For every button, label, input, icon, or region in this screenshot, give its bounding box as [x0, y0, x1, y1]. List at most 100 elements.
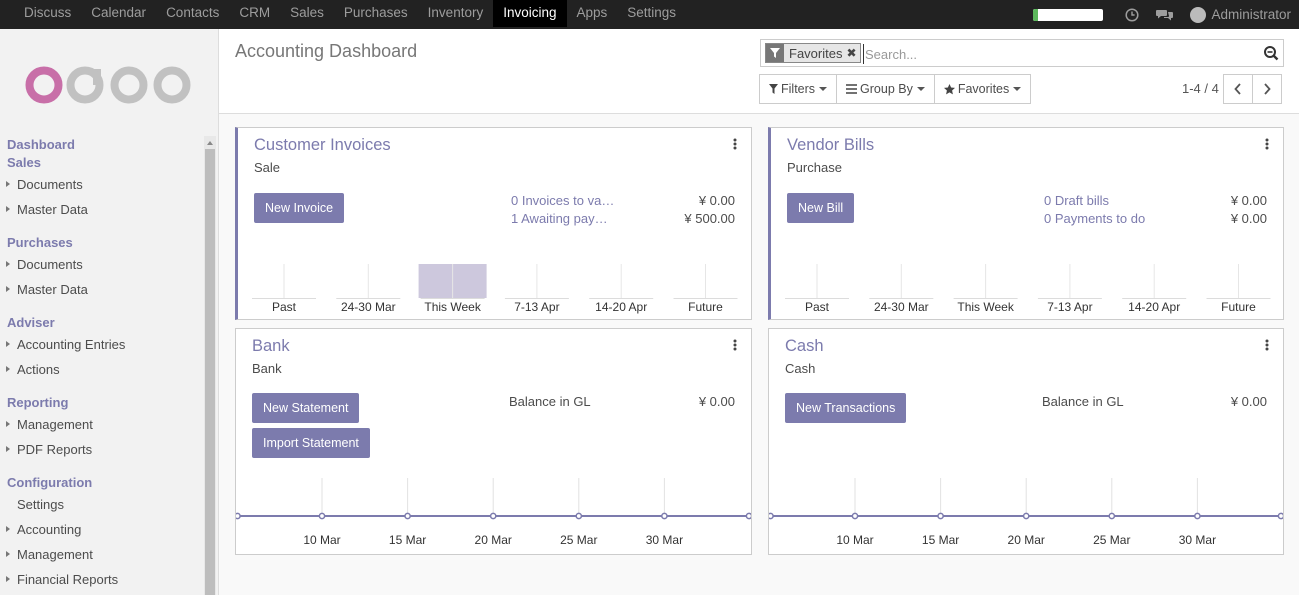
bar-label: 14-20 Apr	[1128, 300, 1180, 314]
pager-previous-button[interactable]	[1223, 74, 1253, 104]
caret-right-icon	[6, 286, 10, 292]
caret-right-icon	[6, 206, 10, 212]
sidebar-item-management[interactable]: Management	[0, 542, 204, 567]
caret-down-icon	[819, 87, 828, 91]
payments-to-do-link[interactable]: 0 Payments to do	[1044, 211, 1146, 226]
menu-inventory[interactable]: Inventory	[427, 5, 484, 20]
chat-icon[interactable]	[1156, 8, 1174, 22]
sidebar-item-master-data[interactable]: Master Data	[0, 277, 204, 302]
pager-buttons	[1223, 74, 1282, 104]
clock-icon[interactable]	[1125, 7, 1140, 22]
sidebar-item-settings[interactable]: Settings	[0, 492, 204, 517]
draft-bills-link[interactable]: 0 Draft bills	[1044, 193, 1110, 208]
bar-graph[interactable]: Past 24-30 Mar This Week 7-13 Apr 14-20 Apr F…	[771, 258, 1284, 320]
caret-right-icon	[6, 551, 10, 557]
journal-title[interactable]: Cash	[785, 337, 824, 355]
menu-crm[interactable]: CRM	[239, 5, 271, 20]
search-options: Filters Group By Favorites	[759, 74, 1032, 104]
axis-label: 15 Mar	[389, 533, 426, 547]
kebab-menu-icon[interactable]	[1265, 138, 1269, 150]
new-invoice-button[interactable]: New Invoice	[254, 193, 345, 223]
line-graph[interactable]: 10 Mar 15 Mar 20 Mar 25 Mar 30 Mar	[769, 478, 1283, 554]
sidebar-item-financial-reports[interactable]: Financial Reports	[0, 567, 204, 592]
journal-card-customer-invoices: Customer Invoices Sale New Invoice 0 Inv…	[235, 127, 752, 320]
facet-remove-icon[interactable]: ✖	[846, 46, 857, 60]
sidebar-section-dashboard[interactable]: Dashboard	[7, 137, 75, 152]
new-transactions-button[interactable]: New Transactions	[785, 393, 907, 423]
sidebar-item-master-data[interactable]: Master Data	[0, 197, 204, 222]
journal-type: Sale	[254, 160, 281, 175]
new-statement-button[interactable]: New Statement	[252, 393, 360, 423]
data-point	[404, 512, 411, 520]
sidebar-item-documents[interactable]: Documents	[0, 252, 204, 277]
sidebar-section-adviser[interactable]: Adviser	[7, 315, 55, 330]
sidebar-section-configuration[interactable]: Configuration	[7, 475, 93, 490]
journal-title[interactable]: Vendor Bills	[787, 136, 875, 154]
sidebar-scrollbar[interactable]	[204, 136, 216, 595]
groupby-button[interactable]: Group By	[836, 74, 935, 104]
sidebar-item-label: Accounting	[17, 522, 82, 537]
kebab-menu-icon[interactable]	[1265, 339, 1269, 351]
user-menu[interactable]: Administrator	[1211, 7, 1291, 22]
sidebar-item-label: Settings	[17, 497, 64, 512]
kebab-menu-icon[interactable]	[733, 339, 737, 351]
caret-right-icon	[6, 446, 10, 452]
scroll-up-arrow[interactable]	[207, 141, 213, 145]
caret-right-icon	[6, 576, 10, 582]
sidebar-item-documents[interactable]: Documents	[0, 172, 204, 197]
sidebar-item-accounting-entries[interactable]: Accounting Entries	[0, 332, 204, 357]
search-facet[interactable]: Favorites ✖	[765, 43, 861, 63]
data-point	[489, 512, 497, 520]
new-bill-button[interactable]: New Bill	[787, 193, 855, 223]
sidebar-section-sales[interactable]: Sales	[7, 155, 41, 170]
kebab-menu-icon[interactable]	[733, 138, 737, 150]
journal-title[interactable]: Customer Invoices	[254, 136, 391, 154]
menu-calendar[interactable]: Calendar	[91, 5, 147, 20]
data-point	[937, 512, 944, 520]
bar-graph[interactable]: Past 24-30 Mar This Week 7-13 Apr 14-20 Apr F…	[238, 258, 752, 320]
amount-value: ¥ 0.00	[1230, 193, 1267, 208]
search-icon[interactable]	[1263, 45, 1279, 61]
data-point	[236, 512, 241, 520]
search-box[interactable]: Favorites ✖	[760, 39, 1284, 67]
data-point	[745, 512, 751, 520]
sidebar-item-label: Financial Reports	[17, 572, 119, 587]
menu-apps[interactable]: Apps	[576, 5, 608, 20]
menu-sales[interactable]: Sales	[290, 5, 324, 20]
menu-invoicing[interactable]: Invoicing	[493, 0, 567, 27]
line-graph[interactable]: 10 Mar 15 Mar 20 Mar 25 Mar 30 Mar	[236, 478, 751, 554]
search-input[interactable]	[863, 44, 1253, 64]
scroll-thumb[interactable]	[205, 149, 215, 595]
sidebar-item-actions[interactable]: Actions	[0, 357, 204, 382]
amount-value: ¥ 500.00	[684, 211, 735, 226]
pager-next-button[interactable]	[1252, 74, 1282, 104]
bar-label: Future	[1221, 300, 1256, 314]
app-menu: Discuss Calendar Contacts CRM Sales Purc…	[14, 0, 686, 29]
menu-purchases[interactable]: Purchases	[343, 5, 408, 20]
journal-title[interactable]: Bank	[252, 337, 290, 355]
onboarding-progress-bar[interactable]	[1033, 8, 1104, 21]
systray: Administrator	[1033, 0, 1299, 29]
balance-value: ¥ 0.00	[698, 394, 735, 409]
sidebar-section-reporting[interactable]: Reporting	[7, 395, 69, 410]
invoices-to-validate-link[interactable]: 0 Invoices to validate	[511, 193, 615, 208]
caret-down-icon	[1013, 87, 1022, 91]
bar-label: 14-20 Apr	[595, 300, 647, 314]
filter-icon	[766, 44, 784, 62]
filters-button[interactable]: Filters	[759, 74, 838, 104]
journal-card-cash: Cash Cash New Transactions Balance in GL…	[768, 328, 1284, 555]
sidebar-section-purchases[interactable]: Purchases	[7, 235, 73, 250]
sidebar-item-management[interactable]: Management	[0, 412, 204, 437]
menu-discuss[interactable]: Discuss	[24, 5, 72, 20]
odoo-logo[interactable]	[25, 63, 195, 107]
chevron-left-icon	[1234, 83, 1241, 95]
menu-settings[interactable]: Settings	[627, 5, 677, 20]
sidebar-item-pdf-reports[interactable]: PDF Reports	[0, 437, 204, 462]
awaiting-payments-link[interactable]: 1 Awaiting payments	[511, 211, 615, 226]
import-statement-button[interactable]: Import Statement	[252, 428, 370, 458]
user-avatar[interactable]	[1190, 6, 1207, 23]
favorites-button[interactable]: Favorites	[933, 74, 1032, 104]
menu-contacts[interactable]: Contacts	[166, 5, 220, 20]
sidebar-item-accounting[interactable]: Accounting	[0, 517, 204, 542]
filters-label: Filters	[781, 82, 816, 96]
